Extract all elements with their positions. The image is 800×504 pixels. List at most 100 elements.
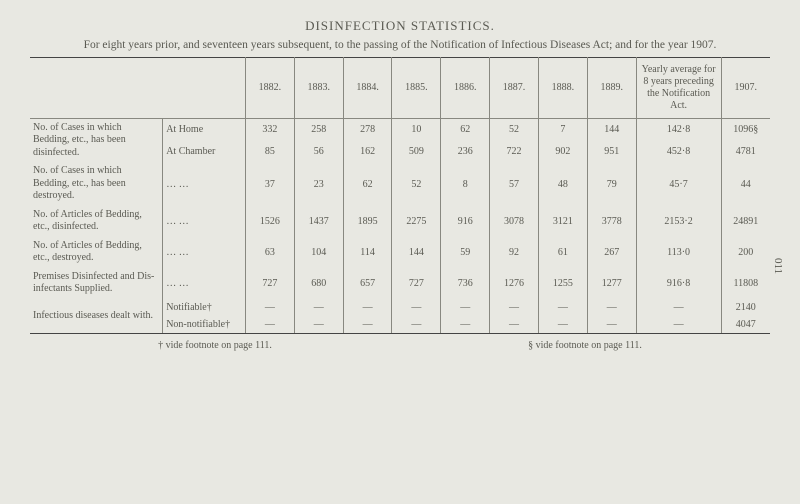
header-1889: 1889. [587,57,636,118]
cell: 57 [490,162,539,206]
cell: 258 [294,118,343,140]
cell: 452·8 [636,141,721,163]
cell: 24891 [721,206,770,237]
cell: — [538,299,587,316]
cell: 113·0 [636,237,721,268]
cell: 2140 [721,299,770,316]
cell: — [490,316,539,334]
footnotes: † vide footnote on page 111. § vide foot… [30,340,770,351]
row-label-cases: No. of Cases in which Bedding, etc., has… [30,118,163,162]
cell: 48 [538,162,587,206]
footnote-section: § vide footnote on page 111. [400,340,770,351]
cell: — [294,299,343,316]
row-sublabel-art-destroy: … … [163,237,246,268]
page-subtitle: For eight years prior, and seventeen yea… [30,38,770,53]
cell: — [636,316,721,334]
header-blank [30,57,246,118]
row-label-destroyed: No. of Cases in which Bedding, etc., has… [30,162,163,206]
row-label-art-disinf: No. of Articles of Bedding, etc., disinf… [30,206,163,237]
cell: 23 [294,162,343,206]
cell: 3778 [587,206,636,237]
cell: — [246,299,295,316]
header-1884: 1884. [343,57,392,118]
cell: 727 [392,268,441,299]
row-sublabel-art-disinf: … … [163,206,246,237]
cell: — [636,299,721,316]
cell: 902 [538,141,587,163]
cell: 1526 [246,206,295,237]
cell: 11808 [721,268,770,299]
cell: 657 [343,268,392,299]
cell: 2275 [392,206,441,237]
cell: 1437 [294,206,343,237]
cell: 727 [246,268,295,299]
cell: 104 [294,237,343,268]
cell: 52 [490,118,539,140]
cell: 736 [441,268,490,299]
cell: 162 [343,141,392,163]
cell: 267 [587,237,636,268]
table-row: Premises Disin­fected and Dis­infectants… [30,268,770,299]
cell: — [343,316,392,334]
cell: 3121 [538,206,587,237]
cell: — [343,299,392,316]
cell: — [392,299,441,316]
cell: 1895 [343,206,392,237]
page-number-side: 011 [772,258,784,274]
cell: 1277 [587,268,636,299]
cell: 951 [587,141,636,163]
cell: 1096§ [721,118,770,140]
cell: — [490,299,539,316]
row-sublabel-nonnotif: Non-notifiable† [163,316,246,334]
cell: 916 [441,206,490,237]
row-label-premises: Premises Disin­fected and Dis­infectants… [30,268,163,299]
cell: 92 [490,237,539,268]
cell: — [441,316,490,334]
table-row: Infectious dis­eases dealt with. Notifia… [30,299,770,316]
row-sublabel-destroyed: … … [163,162,246,206]
cell: 79 [587,162,636,206]
header-1907: 1907. [721,57,770,118]
cell: 144 [392,237,441,268]
cell: 2153·2 [636,206,721,237]
cell: 52 [392,162,441,206]
cell: — [294,316,343,334]
cell: — [538,316,587,334]
cell: 4781 [721,141,770,163]
cell: — [587,299,636,316]
stats-table: 1882. 1883. 1884. 1885. 1886. 1887. 1888… [30,57,770,334]
cell: 59 [441,237,490,268]
cell: 37 [246,162,295,206]
table-row: No. of Cases in which Bedding, etc., has… [30,162,770,206]
footnote-dagger: † vide footnote on page 111. [30,340,400,351]
cell: 56 [294,141,343,163]
header-1887: 1887. [490,57,539,118]
cell: 236 [441,141,490,163]
cell: 61 [538,237,587,268]
header-1888: 1888. [538,57,587,118]
cell: 916·8 [636,268,721,299]
table-row: No. of Articles of Bedding, etc., destro… [30,237,770,268]
cell: — [246,316,295,334]
cell: 200 [721,237,770,268]
cell: 114 [343,237,392,268]
cell: 278 [343,118,392,140]
table-header-row: 1882. 1883. 1884. 1885. 1886. 1887. 1888… [30,57,770,118]
cell: 1255 [538,268,587,299]
row-sublabel-home: At Home [163,118,246,140]
cell: 62 [441,118,490,140]
cell: 4047 [721,316,770,334]
header-1886: 1886. [441,57,490,118]
cell: 44 [721,162,770,206]
cell: 680 [294,268,343,299]
cell: 142·8 [636,118,721,140]
cell: — [441,299,490,316]
row-label-infectious: Infectious dis­eases dealt with. [30,299,163,334]
cell: 85 [246,141,295,163]
header-1882: 1882. [246,57,295,118]
row-label-art-destroy: No. of Articles of Bedding, etc., destro… [30,237,163,268]
cell: 509 [392,141,441,163]
cell: 332 [246,118,295,140]
cell: — [392,316,441,334]
table-row: No. of Articles of Bedding, etc., disinf… [30,206,770,237]
